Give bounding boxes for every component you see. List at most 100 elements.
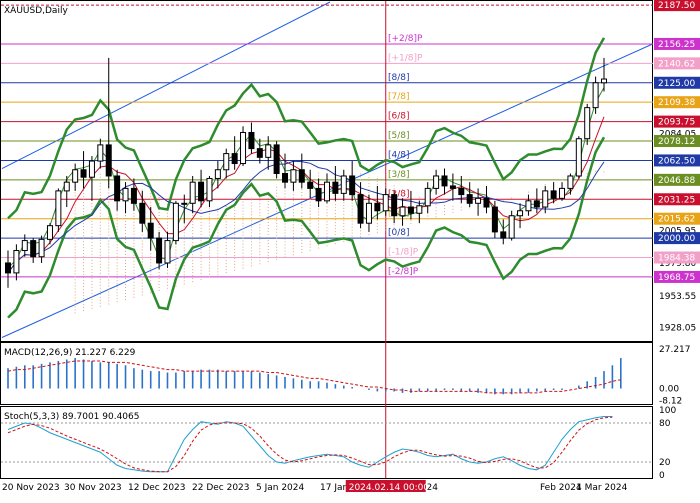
candle-body (282, 172, 289, 183)
stoch-tick-label: 20 (659, 458, 671, 468)
price-tag-label: 1968.75 (658, 273, 695, 283)
price-tag (654, 251, 700, 264)
price-tick-label: 1979.80 (659, 259, 696, 269)
price-tag-label: 2046.88 (658, 176, 695, 186)
candle-body (172, 202, 179, 242)
candle-body (407, 206, 414, 214)
candle-body (13, 250, 20, 274)
price-tag (654, 173, 700, 186)
murray-level-label: [+2/8]P (388, 34, 423, 44)
price-tag (654, 96, 700, 109)
price-tag (654, 135, 700, 148)
price-tag-label: 2078.12 (658, 137, 695, 147)
price-chart-title: XAUUSD,Daily (4, 6, 68, 16)
price-tag-label: 2000.00 (658, 234, 695, 244)
price-tag-label: 1984.38 (658, 254, 695, 264)
candle-body (256, 148, 263, 158)
candle-body (416, 205, 423, 214)
x-marker-tag (345, 480, 426, 492)
stoch-title: Stoch(5,3,3) 89.7001 90.4065 (4, 412, 139, 422)
candle-body (508, 215, 515, 239)
candle-body (475, 197, 482, 204)
candle-body (5, 262, 11, 274)
stoch-layer: 100 80 20 0 (1, 406, 676, 481)
candle-body (206, 177, 213, 202)
candle-body (567, 175, 574, 189)
price-tag-label: 2093.75 (658, 118, 695, 128)
x-axis: 20 Nov 2023 30 Nov 2023 12 Dec 2023 22 Dec … (2, 480, 628, 493)
candle-body (55, 190, 62, 227)
bollinger-lower (7, 136, 606, 319)
stoch-tick-label: 100 (659, 406, 676, 416)
candle-body (189, 181, 196, 204)
candle-body (382, 194, 389, 212)
candle-body (290, 169, 297, 183)
candle-body (449, 185, 456, 189)
price-tick-label: 2084.05 (659, 130, 696, 140)
candle-body (72, 169, 79, 183)
candle-body (458, 187, 465, 196)
candle-body (88, 160, 95, 178)
candle-body (240, 131, 247, 165)
candle-body (63, 181, 70, 192)
candle-body (298, 169, 305, 183)
stoch-d-line (7, 416, 613, 473)
candle-body (601, 78, 607, 84)
macd-layer: 27.217 0.00-8.12 (7, 345, 691, 406)
candle-body (265, 144, 272, 158)
candle-body (164, 240, 171, 264)
price-tag-label: 2187.50 (658, 1, 695, 11)
candle-body (130, 187, 137, 204)
candle-body (307, 181, 314, 189)
candle-body (273, 144, 280, 174)
price-tag (654, 232, 700, 245)
price-tag-label: 2125.00 (658, 79, 695, 89)
x-tick-label: 5 Jan 2024 (256, 483, 304, 493)
murray-level-label: [7/8] (388, 92, 410, 102)
candle-body (21, 240, 28, 252)
murray-level-label: [6/8] (388, 112, 410, 122)
candle-body (483, 197, 490, 208)
candle-body (223, 153, 230, 171)
candle-body (122, 187, 129, 202)
candle-body (97, 144, 104, 162)
price-tag-label: 2156.25 (658, 40, 695, 50)
candle-body (323, 181, 330, 202)
price-layer: [+2/8]P [+1/8]P [8/8] [7/8] [6/8] [5/8] [4/8] [… (1, 0, 700, 478)
candle-body (374, 202, 381, 212)
candle-body (533, 200, 540, 208)
price-tick-label: 1928.05 (659, 324, 696, 334)
candle-body (181, 202, 188, 205)
x-tick-label: 30 Nov 2023 (64, 483, 122, 493)
candle-body (156, 237, 163, 264)
candle-body (332, 181, 339, 194)
murray-level-label: [5/8] (388, 131, 410, 141)
candle-body (466, 194, 473, 204)
price-tag-label: 2109.38 (658, 98, 695, 108)
candle-body (80, 169, 87, 178)
candle-body (46, 225, 53, 240)
candle-body (550, 190, 557, 199)
candle-body (399, 206, 406, 217)
macd-title: MACD(12,26,9) 21.227 6.229 (4, 348, 136, 358)
macd-tick-label: -8.12 (659, 396, 682, 406)
stoch-k-line (7, 416, 613, 473)
candle-body (584, 107, 591, 140)
macd-tick-label: 0.00 (659, 385, 679, 395)
candle-body (424, 187, 431, 207)
price-tag-label: 2062.50 (658, 156, 695, 166)
candle-body (500, 231, 507, 239)
price-tag (654, 212, 700, 225)
price-tag-label: 2031.25 (658, 195, 695, 205)
murray-level-label: [8/8] (388, 73, 410, 83)
candle-body (147, 222, 154, 239)
candle-body (559, 187, 566, 199)
price-tick-label: 1953.55 (659, 292, 696, 302)
price-tag-label: 2015.62 (658, 215, 695, 225)
stoch-tick-label: 0 (659, 471, 665, 481)
candle-body (231, 153, 238, 165)
price-tick-label: 2005.95 (659, 227, 696, 237)
x-tick-label: 22 Dec 2023 (192, 483, 250, 493)
